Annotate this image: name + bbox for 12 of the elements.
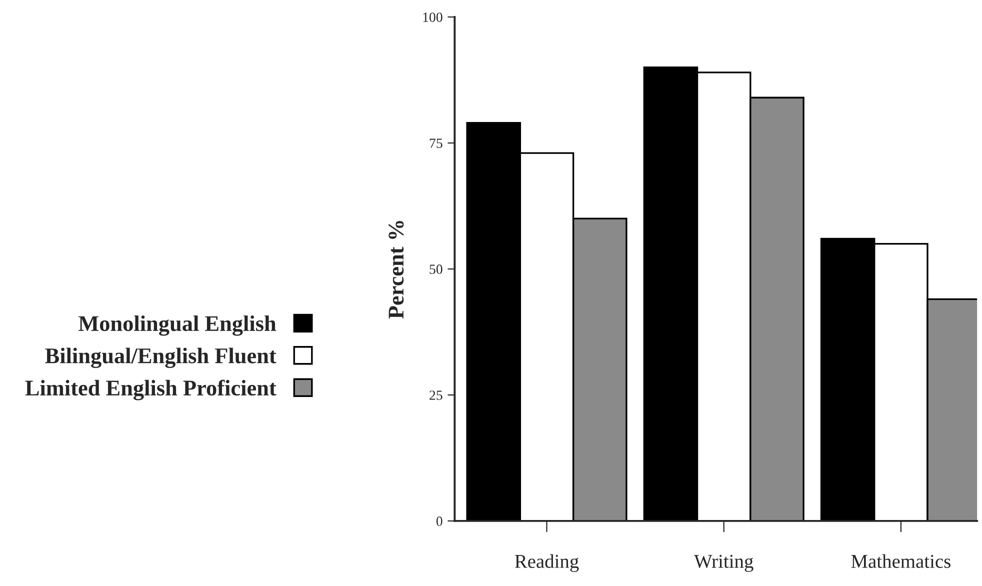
y-axis-title: Percent %: [388, 220, 404, 319]
y-tick-label: 75: [430, 138, 442, 148]
y-tick-label: 25: [430, 390, 442, 400]
y-tick-label: 0: [436, 516, 442, 526]
legend-label: Monolingual English: [78, 315, 276, 336]
x-tick-label: Mathematics: [851, 554, 950, 568]
y-tick-label: 100: [423, 12, 442, 22]
x-tick-label: Reading: [514, 554, 579, 572]
x-tick-label: Writing: [694, 554, 754, 572]
legend-label: Bilingual/English Fluent: [45, 348, 276, 368]
legend-label: Limited English Proficient: [25, 380, 276, 400]
y-tick-label: 50: [430, 264, 442, 274]
